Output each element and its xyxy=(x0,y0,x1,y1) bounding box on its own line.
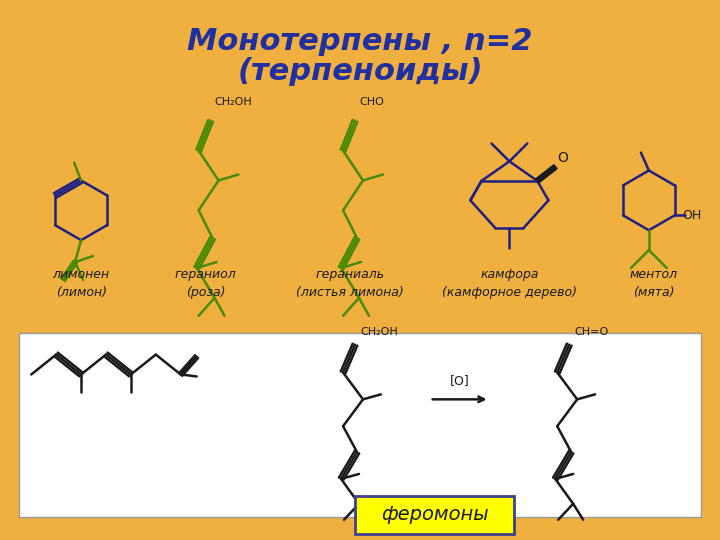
Text: лимонен: лимонен xyxy=(53,268,109,281)
Text: ментол: ментол xyxy=(630,268,678,281)
Text: (роза): (роза) xyxy=(186,286,225,299)
Text: (мята): (мята) xyxy=(633,286,675,299)
Text: Монотерпены , n=2: Монотерпены , n=2 xyxy=(187,26,533,56)
Text: [O]: [O] xyxy=(450,374,469,387)
Text: OH: OH xyxy=(683,209,702,222)
Text: (лимон): (лимон) xyxy=(55,286,107,299)
Text: гераниаль: гераниаль xyxy=(315,268,384,281)
Bar xyxy=(19,333,701,517)
Text: (терпеноиды): (терпеноиды) xyxy=(237,57,483,85)
Text: CHO: CHO xyxy=(359,97,384,107)
Text: (листья лимона): (листья лимона) xyxy=(296,286,404,299)
Text: (камфорное дерево): (камфорное дерево) xyxy=(442,286,577,299)
Text: феромоны: феромоны xyxy=(381,505,489,524)
Text: O: O xyxy=(557,151,568,165)
Text: камфора: камфора xyxy=(480,268,539,281)
Text: CH=O: CH=O xyxy=(574,327,608,336)
Bar xyxy=(355,496,514,534)
Text: CH₂OH: CH₂OH xyxy=(215,97,252,107)
Text: CH₂OH: CH₂OH xyxy=(360,327,397,336)
Text: гераниол: гераниол xyxy=(175,268,236,281)
